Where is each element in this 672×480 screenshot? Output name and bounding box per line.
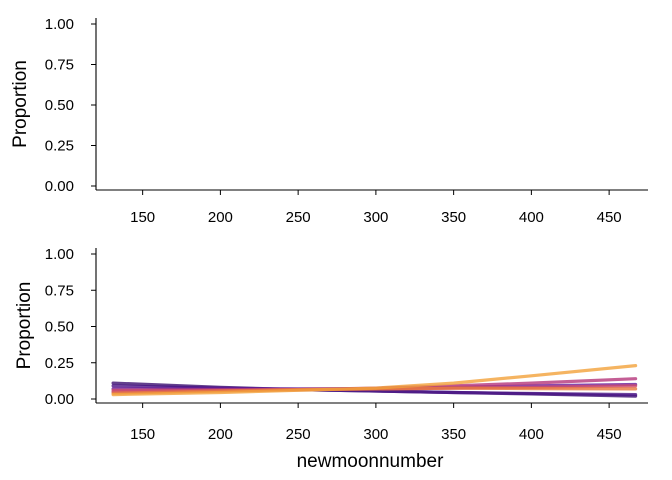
y-tick-label: 0.75 [45, 57, 74, 74]
top-panel: 0.00 0.25 0.50 0.75 1.00 150 200 250 300 350 400 45… [10, 16, 648, 226]
y-tick-label: 1.00 [45, 246, 74, 263]
bottom-panel: 0.00 0.25 0.50 0.75 1.00 150 200 250 300 350 400 45… [14, 246, 648, 472]
x-tick-label: 400 [519, 209, 544, 226]
x-tick-label: 250 [286, 426, 311, 443]
y-tick-label: 0.00 [45, 178, 74, 195]
y-tick-label: 0.25 [45, 355, 74, 372]
x-tick-label: 300 [363, 426, 388, 443]
y-tick-label: 0.25 [45, 138, 74, 155]
x-tick-label: 450 [597, 426, 622, 443]
x-tick-label: 400 [519, 426, 544, 443]
y-axis-title: Proportion [10, 60, 31, 148]
x-tick-label: 250 [286, 209, 311, 226]
x-tick-label: 150 [130, 426, 155, 443]
x-tick-label: 300 [363, 209, 388, 226]
y-tick-label: 0.75 [45, 282, 74, 299]
x-tick-label: 450 [597, 209, 622, 226]
y-tick-label: 1.00 [45, 16, 74, 33]
x-tick-label: 350 [441, 426, 466, 443]
y-tick-label: 0.00 [45, 391, 74, 408]
x-axis-title: newmoonnumber [297, 451, 444, 472]
x-tick-label: 150 [130, 209, 155, 226]
x-tick-label: 350 [441, 209, 466, 226]
x-tick-label: 200 [208, 426, 233, 443]
y-tick-label: 0.50 [45, 97, 74, 114]
y-axis-title: Proportion [14, 282, 35, 370]
y-tick-label: 0.50 [45, 319, 74, 336]
x-tick-label: 200 [208, 209, 233, 226]
series-line-7 [111, 364, 638, 397]
